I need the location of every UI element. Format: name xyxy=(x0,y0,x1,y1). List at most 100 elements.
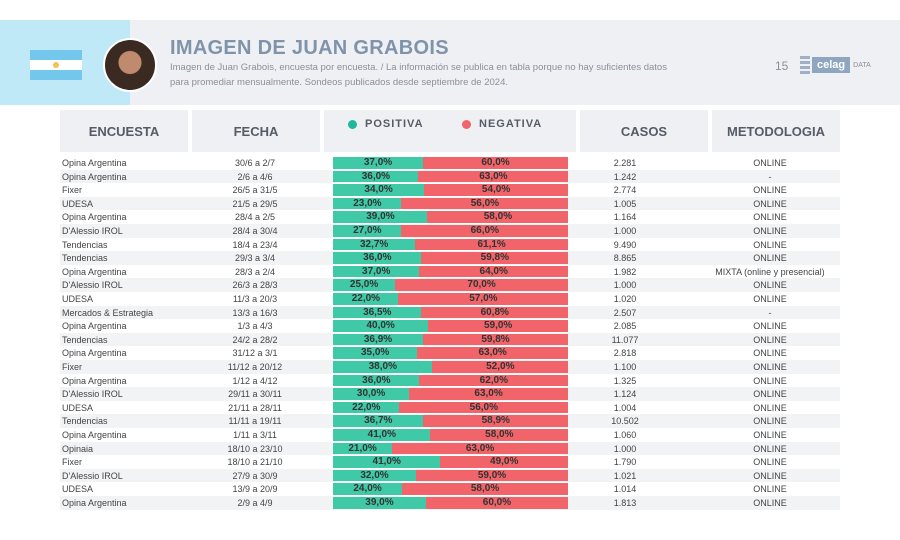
cell-casos: 1.021 xyxy=(613,470,637,481)
bar-positiva xyxy=(333,184,424,196)
cell-casos: 1.813 xyxy=(613,498,637,508)
cell-encuesta: UDESA xyxy=(62,294,94,304)
bar-positiva xyxy=(333,252,422,264)
cell-casos: 1.005 xyxy=(613,198,637,209)
cell-metodologia: MIXTA (online y presencial) xyxy=(715,266,825,277)
table-row: D'Alessio IROL 27/9 a 30/9 32,0% 59,0% 1.021… xyxy=(60,468,840,483)
cell-casos: 1.242 xyxy=(613,171,637,182)
cell-encuesta: D'Alessio IROL xyxy=(62,470,123,481)
cell-metodologia: ONLINE xyxy=(753,416,787,427)
cell-casos: 9.490 xyxy=(613,239,637,250)
bar-positiva xyxy=(333,401,400,414)
cell-fecha: 31/12 a 3/1 xyxy=(232,348,278,359)
cell-fecha: 18/10 a 23/10 xyxy=(227,443,283,454)
table-row: Fixer 11/12 a 20/12 38,0% 52,0% 1.100 ONLINE xyxy=(60,360,840,374)
table-row: Tendencias 18/4 a 23/4 32,7% 61,1% 9.490 ONLI… xyxy=(60,238,840,252)
bar-negativa: 32,7% 61,1% xyxy=(333,238,568,251)
table-row: Opina Argentina 28/4 a 2/5 39,0% 58,0% 1.164… xyxy=(60,210,840,224)
label-positiva: 24,0% xyxy=(353,483,382,495)
bar-positiva xyxy=(333,388,409,400)
label-negativa: 58,9% xyxy=(481,415,510,427)
bar-positiva xyxy=(333,347,417,359)
bar-positiva xyxy=(333,265,420,278)
label-positiva: 37,0% xyxy=(362,265,391,277)
cell-encuesta: Fixer xyxy=(62,457,82,468)
cell-casos: 1.014 xyxy=(613,484,637,495)
cell-casos: 1.004 xyxy=(613,402,637,413)
cell-fecha: 28/4 a 2/5 xyxy=(234,212,276,223)
cell-encuesta: Fixer xyxy=(62,185,82,196)
bar-positiva xyxy=(333,333,423,346)
bar-negativa: 25,0% 70,0% xyxy=(333,279,568,291)
cell-encuesta: D'Alessio IROL xyxy=(62,389,123,400)
cell-casos: 2.818 xyxy=(613,348,637,359)
table-row: Opina Argentina 2/9 a 4/9 39,0% 60,0% 1.813 O… xyxy=(60,496,840,510)
legend-positiva: POSITIVA xyxy=(348,118,424,130)
label-positiva: 36,5% xyxy=(363,306,392,318)
page-number: 15 xyxy=(775,59,789,73)
cell-casos: 1.100 xyxy=(613,362,637,372)
label-positiva: 38,0% xyxy=(368,361,397,372)
cell-metodologia: ONLINE xyxy=(753,457,787,468)
label-negativa: 66,0% xyxy=(470,225,499,236)
label-positiva: 36,0% xyxy=(361,170,391,182)
cell-fecha: 26/3 a 28/3 xyxy=(232,280,278,291)
label-negativa: 56,0% xyxy=(469,401,498,413)
cell-encuesta: UDESA xyxy=(62,402,94,413)
cell-fecha: 28/3 a 2/4 xyxy=(234,266,276,277)
bar-negativa: 36,0% 63,0% xyxy=(333,170,568,183)
label-negativa: 58,0% xyxy=(470,483,500,495)
cell-metodologia: ONLINE xyxy=(753,334,787,345)
label-negativa: 52,0% xyxy=(486,361,515,372)
bar-negativa: 41,0% 58,0% xyxy=(333,429,568,441)
cell-encuesta: Tendencias xyxy=(62,253,108,264)
avatar xyxy=(103,38,157,92)
table-row: UDESA 11/3 a 20/3 22,0% 57,0% 1.020 ONLINE xyxy=(60,292,840,306)
bar-positiva xyxy=(333,225,402,237)
label-positiva: 40,0% xyxy=(366,320,395,332)
column-header-casos: CASOS xyxy=(580,110,708,152)
cell-metodologia: ONLINE xyxy=(753,212,787,223)
label-negativa: 59,0% xyxy=(477,469,507,481)
label-negativa: 49,0% xyxy=(490,456,519,468)
bar-negativa: 39,0% 60,0% xyxy=(333,497,568,509)
bar-negativa: 22,0% 57,0% xyxy=(333,293,568,305)
label-negativa: 54,0% xyxy=(481,184,511,196)
column-header-encuesta: ENCUESTA xyxy=(60,110,188,152)
page-subtitle: Imagen de Juan Grabois, encuesta por enc… xyxy=(170,62,667,88)
cell-encuesta: Tendencias xyxy=(62,416,108,427)
cell-fecha: 29/3 a 3/4 xyxy=(234,253,276,264)
bar-positiva xyxy=(333,238,415,251)
column-header-valoracion xyxy=(324,110,576,152)
cell-casos: 1.000 xyxy=(613,443,637,454)
label-negativa: 59,0% xyxy=(483,320,513,332)
table-row: D'Alessio IROL 28/4 a 30/4 27,0% 66,0% 1.000… xyxy=(60,224,840,238)
table-row: Tendencias 24/2 a 28/2 36,9% 59,8% 11.077 ONL… xyxy=(60,332,840,347)
bar-negativa: 36,0% 59,8% xyxy=(333,252,568,264)
table-row: Opina Argentina 31/12 a 3/1 35,0% 63,0% 2.81… xyxy=(60,346,840,360)
negativa-dot-icon xyxy=(462,119,471,129)
cell-fecha: 27/9 a 30/9 xyxy=(232,470,278,481)
label-positiva: 36,0% xyxy=(362,374,391,386)
bar-negativa: 36,5% 60,8% xyxy=(333,306,568,319)
cell-metodologia: ONLINE xyxy=(753,280,787,291)
label-negativa: 56,0% xyxy=(470,197,500,209)
cell-casos: 1.060 xyxy=(613,430,637,440)
bar-negativa: 39,0% 58,0% xyxy=(333,211,568,223)
cell-fecha: 13/3 a 16/3 xyxy=(232,307,278,318)
cell-metodologia: ONLINE xyxy=(753,443,787,454)
label-positiva: 35,0% xyxy=(360,347,390,359)
label-negativa: 58,0% xyxy=(485,429,514,440)
table-row: Opina Argentina 30/6 a 2/7 37,0% 60,0% 2.281… xyxy=(60,156,840,170)
table-row: Opina Argentina 1/11 a 3/11 41,0% 58,0% 1.06… xyxy=(60,428,840,442)
cell-casos: 1.000 xyxy=(613,226,637,236)
bar-positiva xyxy=(333,483,402,495)
label-negativa: 60,0% xyxy=(482,497,512,508)
cell-fecha: 28/4 a 30/4 xyxy=(232,226,278,236)
cell-casos: 1.164 xyxy=(613,212,637,223)
cell-encuesta: Opina Argentina xyxy=(62,430,127,440)
column-header-fecha: FECHA xyxy=(192,110,320,152)
cell-encuesta: Opina Argentina xyxy=(62,348,127,359)
label-negativa: 63,0% xyxy=(465,442,495,454)
cell-encuesta: D'Alessio IROL xyxy=(62,226,123,236)
